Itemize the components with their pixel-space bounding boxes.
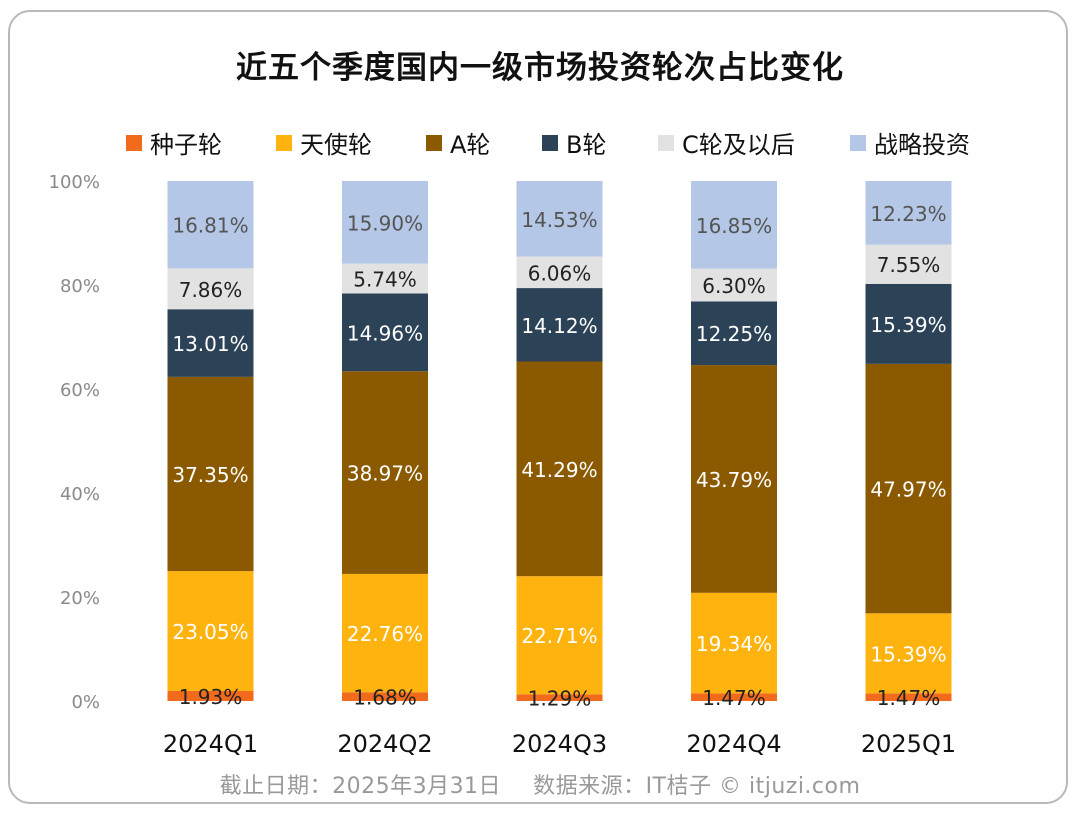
bar-segment <box>342 263 428 294</box>
legend-swatch <box>542 134 558 151</box>
data-label: 13.01% <box>172 332 248 356</box>
data-label: 22.76% <box>347 622 423 646</box>
legend-label: C轮及以后 <box>682 131 795 159</box>
bar-segment <box>691 592 777 694</box>
bar-segment <box>516 256 603 289</box>
data-label: 1.29% <box>528 687 592 711</box>
legend: 种子轮 天使轮 A轮 B轮 C轮及以后 战略投资 <box>0 125 1080 159</box>
data-label: 43.79% <box>696 468 772 492</box>
bar-segment <box>691 268 777 302</box>
data-label: 16.81% <box>172 214 248 238</box>
data-label: 7.86% <box>179 278 243 302</box>
y-tick-label: 100% <box>49 172 100 193</box>
y-tick-label: 80% <box>60 276 100 297</box>
bar-segment <box>167 268 254 310</box>
y-tick-label: 0% <box>71 692 100 713</box>
data-label: 6.30% <box>702 274 766 298</box>
bar-segment <box>691 693 777 701</box>
bar-segment <box>865 363 952 614</box>
data-label: 7.55% <box>877 253 941 277</box>
data-label: 16.85% <box>696 214 772 238</box>
data-label: 15.39% <box>870 642 946 666</box>
legend-swatch <box>426 134 442 151</box>
data-label: 15.39% <box>870 313 946 337</box>
bar-segment <box>516 361 603 577</box>
data-label: 37.35% <box>172 463 248 487</box>
legend-label: 天使轮 <box>300 131 372 159</box>
bar-segment <box>691 181 777 269</box>
bar-segment <box>342 180 428 264</box>
data-label: 14.96% <box>347 321 423 345</box>
footer-date: 截止日期：2025年3月31日 <box>219 774 502 799</box>
y-tick-label: 40% <box>60 484 100 505</box>
bar-segment <box>865 693 952 701</box>
y-tick-label: 20% <box>60 588 100 609</box>
bar-segment <box>342 692 428 701</box>
bar-segment <box>167 180 254 269</box>
bar-segment <box>516 288 603 362</box>
bar-segment <box>865 244 952 284</box>
footer-source: 数据来源：IT桔子 © itjuzi.com <box>533 774 861 799</box>
legend-item: A轮 <box>426 125 490 160</box>
legend-swatch <box>658 134 674 151</box>
legend-item: 战略投资 <box>850 125 970 160</box>
data-label: 1.47% <box>877 686 941 710</box>
legend-label: 种子轮 <box>150 131 222 159</box>
data-label: 12.25% <box>696 322 772 346</box>
footer: 截止日期：2025年3月31日 数据来源：IT桔子 © itjuzi.com <box>0 768 1080 800</box>
data-label: 6.06% <box>528 261 592 285</box>
data-label: 23.05% <box>172 620 248 644</box>
bar-segment <box>167 376 254 572</box>
data-label: 1.93% <box>179 685 243 709</box>
data-label: 22.71% <box>521 624 597 648</box>
data-label: 14.12% <box>521 314 597 338</box>
bar-segment <box>342 293 428 372</box>
data-label: 15.90% <box>347 211 423 235</box>
legend-swatch <box>126 134 142 151</box>
data-label: 5.74% <box>353 268 417 292</box>
chart-title: 近五个季度国内一级市场投资轮次占比变化 <box>236 50 844 86</box>
legend-swatch <box>276 134 292 151</box>
x-tick-label: 2024Q1 <box>163 730 258 758</box>
data-label: 1.68% <box>353 686 417 710</box>
bar-segment <box>342 371 428 574</box>
legend-item: 天使轮 <box>276 125 372 160</box>
x-tick-label: 2025Q1 <box>861 730 956 758</box>
legend-label: 战略投资 <box>874 131 970 159</box>
data-label: 14.53% <box>521 208 597 232</box>
data-label: 47.97% <box>870 478 946 502</box>
x-tick-label: 2024Q2 <box>337 730 432 758</box>
data-label: 19.34% <box>696 632 772 656</box>
data-label: 1.47% <box>702 686 766 710</box>
bar-segment <box>865 283 952 364</box>
bar-segment <box>342 573 428 693</box>
x-tick-label: 2024Q4 <box>686 730 781 758</box>
bar-segment <box>167 571 254 691</box>
data-label: 38.97% <box>347 462 423 486</box>
legend-item: B轮 <box>542 125 606 160</box>
bar-segment <box>167 309 254 377</box>
bar-segment <box>865 181 952 245</box>
legend-label: B轮 <box>566 131 607 159</box>
bar-segment <box>516 576 603 695</box>
legend-label: A轮 <box>450 131 491 159</box>
legend-item: C轮及以后 <box>658 125 795 160</box>
legend-swatch <box>850 134 866 151</box>
data-label: 12.23% <box>870 202 946 226</box>
data-label: 41.29% <box>521 458 597 482</box>
x-tick-label: 2024Q3 <box>512 730 607 758</box>
bar-segment <box>865 613 952 694</box>
bar-segment <box>516 694 603 701</box>
legend-item: 种子轮 <box>126 125 222 160</box>
bar-segment <box>691 301 777 366</box>
bar-segment <box>516 181 603 257</box>
y-tick-label: 60% <box>60 380 100 401</box>
bar-segment <box>691 365 777 593</box>
bar-segment <box>167 690 254 701</box>
